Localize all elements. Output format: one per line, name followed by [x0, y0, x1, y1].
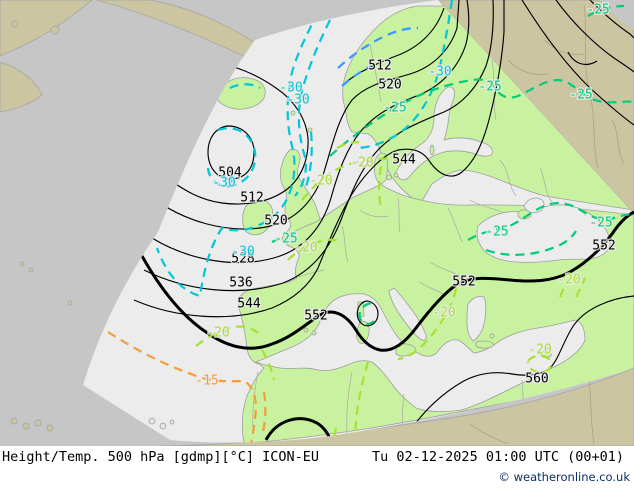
map-label-t20: -20: [206, 326, 229, 341]
isotherm-minus30: [155, 0, 454, 298]
contour-544: [133, 0, 505, 318]
map-label-t25: -25: [586, 3, 609, 18]
isotherm-minus20: [195, 140, 587, 443]
map-label-height: 536: [229, 276, 252, 291]
map-label-height: 544: [237, 297, 261, 312]
map-label-height: 520: [378, 78, 401, 93]
map-label-t15: -15: [195, 374, 218, 389]
islands: [148, 144, 552, 430]
denmark-isles: [386, 172, 399, 181]
map-label-t25: -25: [274, 232, 297, 247]
contour-552-thick: [140, 210, 634, 352]
map-label-t25: -25: [569, 88, 592, 103]
north-africa-landmass: [159, 367, 634, 446]
aegean-sea: [466, 296, 487, 342]
map-label-height: 560: [525, 372, 548, 387]
map-label-height: 552: [452, 275, 475, 290]
labrador-landmass: [0, 61, 43, 113]
mediterranean-sea: [255, 293, 586, 413]
chart-title: Height/Temp. 500 hPa [gdmp][°C] ICON-EU: [2, 449, 319, 465]
map-label-t20: -20: [528, 343, 551, 358]
copyright: © weatheronline.co.uk: [498, 470, 630, 484]
contour-512: [169, 61, 309, 205]
map-label-t30: -30: [286, 93, 309, 108]
contour-ne-arc: [567, 51, 598, 65]
contour-ne-2: [555, 0, 634, 73]
map-label-height: 512: [368, 59, 391, 74]
contour-560: [403, 295, 634, 441]
contour-corsica-closed: [356, 300, 379, 327]
map-label-height: 544: [392, 153, 416, 168]
map-label-t25: -25: [383, 101, 406, 116]
map-label-t20: -20: [557, 273, 580, 288]
map-label-height: 512: [240, 191, 263, 206]
height-contours: [133, 0, 634, 443]
map-label-t30: -30: [231, 245, 254, 260]
map-labels: 504512520528536544552552552560512520544-…: [194, 1, 617, 390]
map-label-height: 552: [592, 239, 615, 254]
canary-in-domain: [148, 417, 156, 425]
crete: [475, 340, 495, 349]
contour-ne-1: [521, 0, 634, 126]
contour-ne-3: [589, 0, 634, 39]
ireland: [242, 199, 274, 236]
gotland: [429, 144, 435, 156]
rhodes: [489, 333, 495, 339]
map-label-t25: -25: [478, 80, 501, 95]
map-label-t30: -30: [212, 176, 235, 191]
map-label-t20: -20: [294, 241, 317, 256]
map-label-height: 552: [304, 309, 327, 324]
sicily: [395, 343, 417, 357]
weather-map: 504512520528536544552552552560512520544-…: [0, 0, 634, 446]
balearic-island: [303, 327, 309, 333]
canary-island: [10, 417, 18, 425]
shetland: [307, 127, 313, 133]
map-label-height: 520: [264, 214, 287, 229]
caption-bar: Height/Temp. 500 hPa [gdmp][°C] ICON-EU …: [0, 446, 634, 490]
valid-time: Tu 02-12-2025 01:00 UTC (00+01): [372, 449, 624, 465]
baltic-sea: [395, 86, 493, 181]
map-label-t20: -20: [432, 306, 455, 321]
map-label-t20: -20: [309, 174, 332, 189]
faroe-islands: [290, 110, 296, 116]
contour-528: [151, 0, 470, 264]
map-label-t30: -30: [428, 65, 451, 80]
contour-520: [149, 0, 460, 230]
map-label-height: 528: [231, 252, 254, 267]
isotherm-minus25: [271, 4, 634, 325]
map-label-t25: -25: [589, 216, 612, 231]
map-label-t30: -30: [279, 81, 302, 96]
isotherm-minus35: [337, 26, 419, 87]
seas: [255, 86, 611, 413]
map-label-t20: -20: [350, 156, 373, 171]
crimea: [517, 209, 532, 220]
map-label-height: 504: [218, 166, 242, 181]
map-label-t25: -25: [485, 225, 508, 240]
